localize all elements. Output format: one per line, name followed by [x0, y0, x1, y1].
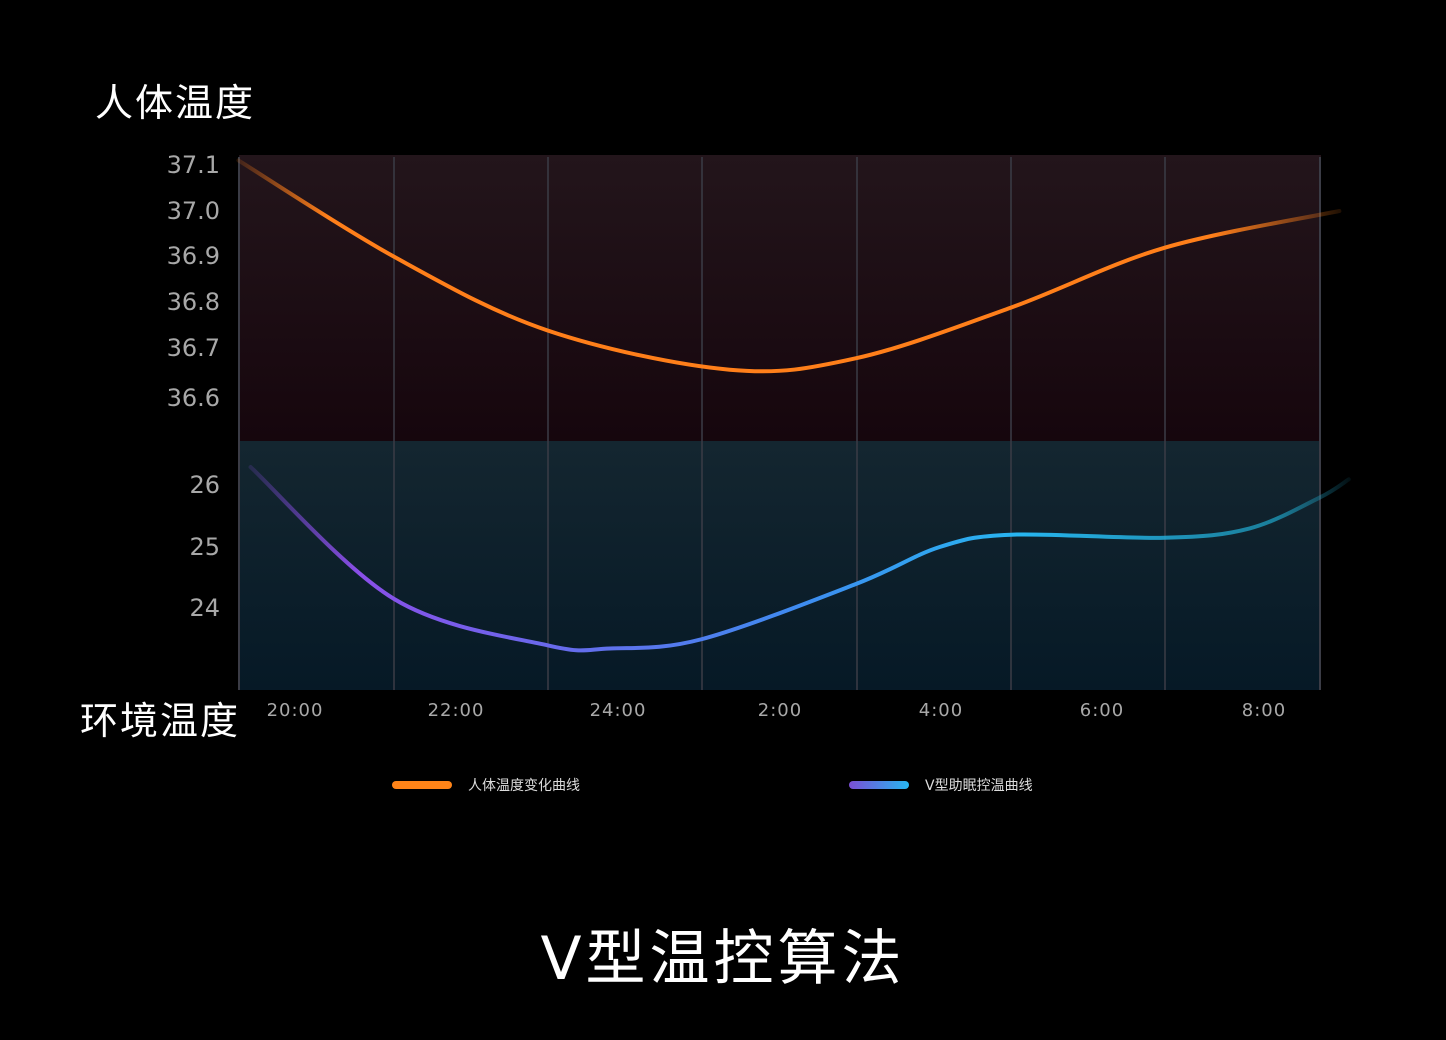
y-tick: 36.6	[166, 384, 220, 412]
y-tick: 37.0	[166, 197, 220, 225]
legend-swatch-orange	[392, 781, 452, 789]
y-tick: 25	[189, 533, 220, 561]
ambient-temp-panel	[239, 441, 1321, 690]
ambient-temp-curve	[248, 465, 1351, 653]
y-tick: 36.8	[166, 288, 220, 316]
main-title: V型温控算法	[540, 924, 906, 994]
y-tick: 36.7	[166, 334, 220, 362]
legend-label: V型助眠控温曲线	[925, 778, 1033, 794]
body-temp-curve	[236, 158, 1342, 374]
legend-item-ambient-temp: V型助眠控温曲线	[849, 775, 1033, 795]
x-tick: 22:00	[427, 700, 485, 721]
body-temp-panel	[239, 155, 1321, 441]
legend-item-body-temp: 人体温度变化曲线	[392, 775, 580, 795]
y-tick: 36.9	[166, 242, 220, 270]
x-tick: 4:00	[918, 700, 964, 721]
legend-swatch-gradient	[849, 781, 909, 789]
x-tick: 8:00	[1241, 700, 1287, 721]
x-tick: 24:00	[589, 700, 647, 721]
legend-label: 人体温度变化曲线	[468, 778, 580, 794]
body-temp-axis-title: 人体温度	[95, 81, 256, 125]
ambient-temp-axis-title: 环境温度	[80, 699, 241, 743]
y-tick: 37.1	[166, 151, 220, 179]
x-tick: 20:00	[266, 700, 324, 721]
x-tick: 6:00	[1079, 700, 1125, 721]
y-tick: 26	[189, 471, 220, 499]
x-tick: 2:00	[757, 700, 803, 721]
y-tick: 24	[189, 594, 220, 622]
